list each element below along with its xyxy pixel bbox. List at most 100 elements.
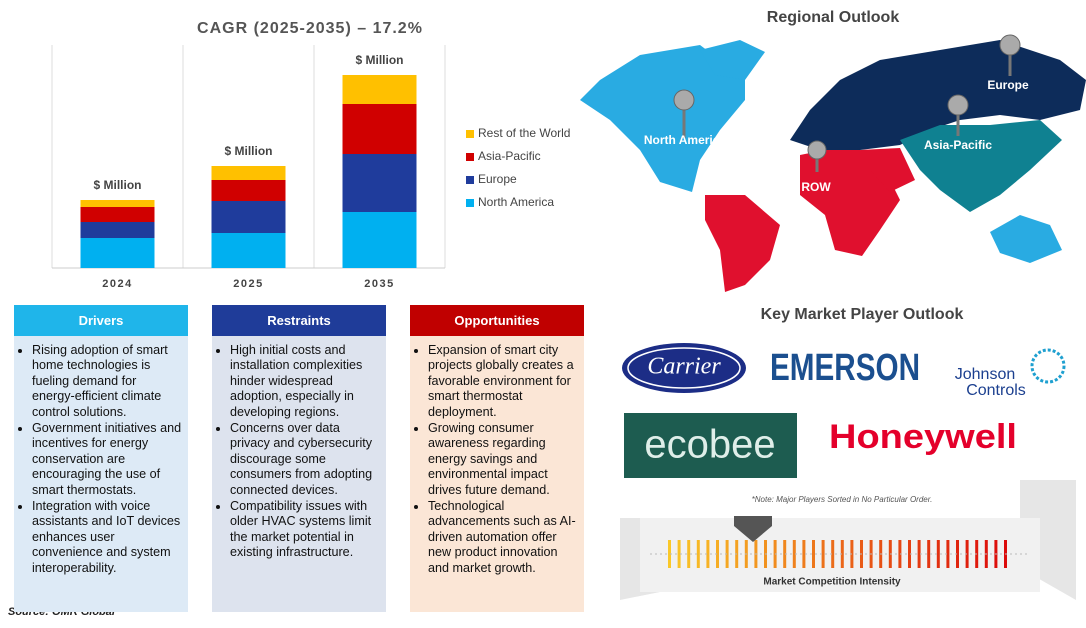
bar-segment — [80, 222, 155, 238]
player-logo: Honeywell — [829, 418, 1017, 456]
bar-segment — [211, 180, 286, 201]
gauge-bar — [927, 540, 931, 568]
panel-item: Rising adoption of smart home technologi… — [32, 343, 182, 420]
legend-swatch — [466, 130, 474, 138]
total-label: $ Million — [94, 178, 142, 192]
gauge-bar — [706, 540, 710, 568]
bar-segment — [80, 207, 155, 222]
gauge-label: Market Competition Intensity — [763, 577, 901, 588]
gauge-bar — [812, 540, 815, 568]
bar-segment — [342, 104, 417, 154]
gauge-bar — [821, 540, 825, 568]
panel-list: High initial costs and installation comp… — [216, 343, 380, 561]
region-label: Europe — [987, 78, 1029, 92]
region-label: Asia-Pacific — [924, 138, 992, 152]
bar-segment — [211, 233, 286, 268]
total-label: $ Million — [356, 53, 404, 67]
panel-body: Rising adoption of smart home technologi… — [14, 336, 188, 612]
carrier-logo-ring — [627, 347, 741, 389]
legend-label: North America — [478, 195, 554, 209]
gauge-ticks — [650, 540, 1030, 568]
legend-swatch — [466, 153, 474, 161]
legend-swatch — [466, 199, 474, 207]
panel-title: Opportunities — [410, 305, 584, 336]
south-america — [705, 195, 780, 292]
gauge-bar — [965, 540, 969, 568]
ecobee-logo — [624, 413, 797, 478]
australia — [990, 215, 1062, 263]
greenland — [700, 40, 765, 80]
panel-body: High initial costs and installation comp… — [212, 336, 386, 612]
chart-title: CAGR (2025-2035) – 17.2% — [197, 20, 423, 37]
jci-icon — [1030, 348, 1066, 384]
panel-item: Compatibility issues with older HVAC sys… — [230, 499, 380, 561]
gauge-bar — [908, 540, 911, 568]
pin — [999, 34, 1021, 56]
legend-label: Rest of the World — [478, 126, 570, 140]
gauge-bar — [716, 540, 719, 568]
gauge-bar — [696, 540, 700, 568]
pin — [947, 94, 969, 116]
bar-segment — [211, 201, 286, 233]
total-label: $ Million — [225, 144, 273, 158]
pin — [673, 89, 695, 111]
gauge-bar — [792, 540, 796, 568]
gauge-pointer — [734, 516, 772, 542]
gauge-bar — [668, 540, 671, 568]
panel: Restraints High initial costs and install… — [212, 305, 386, 612]
gauge-bar — [802, 540, 806, 568]
carrier-logo — [622, 343, 746, 393]
bar-segment — [80, 238, 155, 268]
players-title: Key Market Player Outlook — [761, 306, 964, 323]
panel-item: Technological advancements such as AI-dr… — [428, 499, 578, 576]
bar-segment — [342, 212, 417, 268]
panel: Drivers Rising adoption of smart home tec… — [14, 305, 188, 612]
player-logo: ecobee — [644, 423, 775, 467]
panel-item: Expansion of smart city projects globall… — [428, 343, 578, 420]
region-europe — [790, 40, 1086, 150]
player-logo: EMERSON — [770, 347, 920, 389]
map-title: Regional Outlook — [767, 9, 900, 26]
bar-chart: $ Million 2024 $ Million 2025 $ Million 2035 — [51, 45, 446, 290]
legend-swatch — [466, 176, 474, 184]
player-logo: Controls — [966, 382, 1026, 399]
panel-list: Rising adoption of smart home technologi… — [18, 343, 182, 576]
gauge-bar — [831, 540, 835, 568]
bar-segment — [80, 200, 155, 207]
legend-label: Europe — [478, 172, 517, 186]
panel-title: Drivers — [14, 305, 188, 336]
region-asia-pacific — [900, 120, 1062, 212]
panel-list: Expansion of smart city projects globall… — [414, 343, 578, 576]
gauge-bar — [725, 540, 729, 568]
player-logo: Johnson — [955, 366, 1016, 383]
panel-title: Restraints — [212, 305, 386, 336]
gauge-bar — [898, 540, 902, 568]
gauge-bar — [946, 540, 950, 568]
gauge-bar — [783, 540, 787, 568]
panel-item: High initial costs and installation comp… — [230, 343, 380, 420]
world-map: North America Europe Asia-Pacific ROW — [580, 34, 1086, 292]
region-label: North America — [644, 133, 727, 147]
bar-segment — [342, 75, 417, 104]
gauge-bar — [677, 540, 681, 568]
note: *Note: Major Players Sorted in No Partic… — [752, 495, 933, 504]
player-logo: Carrier — [647, 354, 721, 380]
panel-item: Growing consumer awareness regarding ene… — [428, 421, 578, 498]
bar-segment — [211, 166, 286, 180]
panel: Opportunities Expansion of smart city pro… — [410, 305, 584, 612]
gauge-bar — [687, 540, 691, 568]
panel-item: Concerns over data privacy and cybersecu… — [230, 421, 380, 498]
gauge-bar — [936, 540, 940, 568]
gauge-bar — [840, 540, 844, 568]
panel-body: Expansion of smart city projects globall… — [410, 336, 584, 612]
gauge-bar — [956, 540, 959, 568]
legend-label: Asia-Pacific — [478, 149, 541, 163]
bar-segment — [342, 154, 417, 212]
pin — [807, 140, 827, 160]
middle-east — [860, 148, 915, 192]
x-tick-label: 2025 — [233, 278, 263, 290]
x-tick-label: 2024 — [102, 278, 132, 290]
panel-item: Integration with voice assistants and Io… — [32, 499, 182, 576]
